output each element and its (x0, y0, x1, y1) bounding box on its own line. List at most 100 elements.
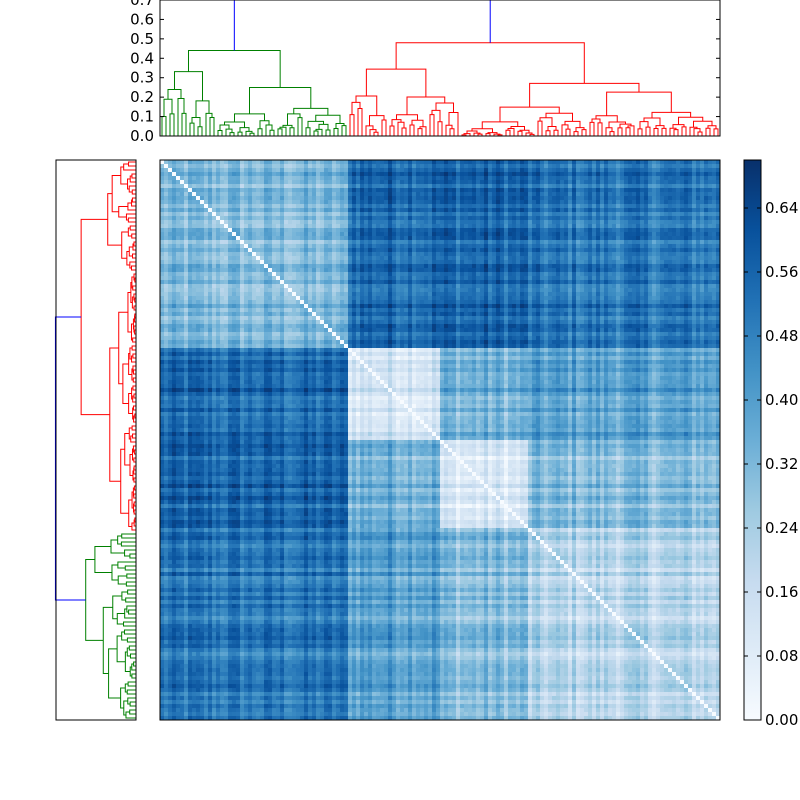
heatmap-cell (648, 280, 653, 285)
heatmap-cell (456, 176, 461, 181)
heatmap-cell (256, 232, 261, 237)
heatmap-cell (304, 208, 309, 213)
heatmap-cell (260, 268, 265, 273)
heatmap-cell (604, 260, 609, 265)
heatmap-cell (420, 260, 425, 265)
heatmap-cell (704, 196, 709, 201)
heatmap-cell (564, 252, 569, 257)
heatmap-cell (496, 196, 501, 201)
heatmap-cell (384, 240, 389, 245)
heatmap-cell (296, 168, 301, 173)
heatmap-cell (504, 184, 509, 189)
heatmap-cell (580, 248, 585, 253)
heatmap-cell (604, 160, 609, 165)
heatmap-cell (388, 180, 393, 185)
heatmap-cell (576, 200, 581, 205)
heatmap-cell (616, 176, 621, 181)
heatmap-cell (280, 184, 285, 189)
heatmap-cell (712, 236, 717, 241)
heatmap-cell (688, 212, 693, 217)
heatmap-cell (428, 196, 433, 201)
heatmap-cell (248, 292, 253, 297)
heatmap-cell (288, 224, 293, 229)
heatmap-cell (452, 168, 457, 173)
heatmap-cell (692, 272, 697, 277)
heatmap-cell (484, 184, 489, 189)
heatmap-cell (652, 264, 657, 269)
heatmap-cell (708, 196, 713, 201)
heatmap-cell (708, 240, 713, 245)
heatmap-cell (648, 192, 653, 197)
heatmap-cell (676, 232, 681, 237)
heatmap-cell (508, 204, 513, 209)
heatmap-cell (504, 252, 509, 257)
heatmap-cell (320, 168, 325, 173)
heatmap-cell (296, 256, 301, 261)
heatmap-cell (208, 228, 213, 233)
heatmap-cell (248, 196, 253, 201)
heatmap-cell (440, 240, 445, 245)
heatmap-cell (504, 180, 509, 185)
heatmap-cell (464, 272, 469, 277)
heatmap-cell (616, 228, 621, 233)
heatmap-cell (680, 244, 685, 249)
heatmap-cell (648, 256, 653, 261)
heatmap-cell (380, 288, 385, 293)
heatmap-cell (468, 268, 473, 273)
heatmap-cell (460, 276, 465, 281)
heatmap-cell (316, 252, 321, 257)
heatmap-cell (188, 228, 193, 233)
heatmap-cell (560, 188, 565, 193)
heatmap-cell (412, 252, 417, 257)
heatmap-cell (692, 188, 697, 193)
heatmap-cell (228, 224, 233, 229)
heatmap-cell (640, 196, 645, 201)
heatmap-cell (444, 172, 449, 177)
heatmap-cell (360, 236, 365, 241)
heatmap-cell (176, 232, 181, 237)
heatmap-cell (244, 240, 249, 245)
heatmap-cell (372, 228, 377, 233)
heatmap-cell (628, 264, 633, 269)
heatmap-cell (420, 224, 425, 229)
heatmap-cell (448, 204, 453, 209)
heatmap-cell (392, 264, 397, 269)
heatmap-cell (500, 264, 505, 269)
heatmap-cell (556, 252, 561, 257)
heatmap-cell (396, 256, 401, 261)
heatmap-cell (644, 196, 649, 201)
heatmap-cell (444, 232, 449, 237)
heatmap-cell (260, 188, 265, 193)
heatmap-cell (516, 248, 521, 253)
heatmap-cell (436, 216, 441, 221)
heatmap-cell (356, 252, 361, 257)
dendrogram-link (129, 175, 136, 183)
heatmap-cell (620, 168, 625, 173)
heatmap-cell (164, 228, 169, 233)
heatmap-cell (160, 264, 165, 269)
heatmap-cell (320, 212, 325, 217)
heatmap-cell (384, 224, 389, 229)
heatmap-cell (364, 220, 369, 225)
heatmap-cell (400, 268, 405, 273)
heatmap-cell (588, 260, 593, 265)
heatmap-cell (340, 288, 345, 293)
heatmap-cell (512, 184, 517, 189)
heatmap-cell (476, 192, 481, 197)
heatmap-cell (276, 204, 281, 209)
heatmap-cell (440, 192, 445, 197)
heatmap-cell (208, 284, 213, 289)
heatmap-cell (644, 228, 649, 233)
heatmap-cell (620, 192, 625, 197)
heatmap-cell (524, 256, 529, 261)
heatmap-cell (388, 172, 393, 177)
heatmap-cell (620, 284, 625, 289)
heatmap-cell (400, 256, 405, 261)
heatmap-cell (508, 252, 513, 257)
heatmap-cell (324, 288, 329, 293)
heatmap-cell (668, 180, 673, 185)
heatmap-cell (544, 236, 549, 241)
heatmap-cell (384, 256, 389, 261)
heatmap-cell (536, 216, 541, 221)
heatmap-cell (432, 212, 437, 217)
